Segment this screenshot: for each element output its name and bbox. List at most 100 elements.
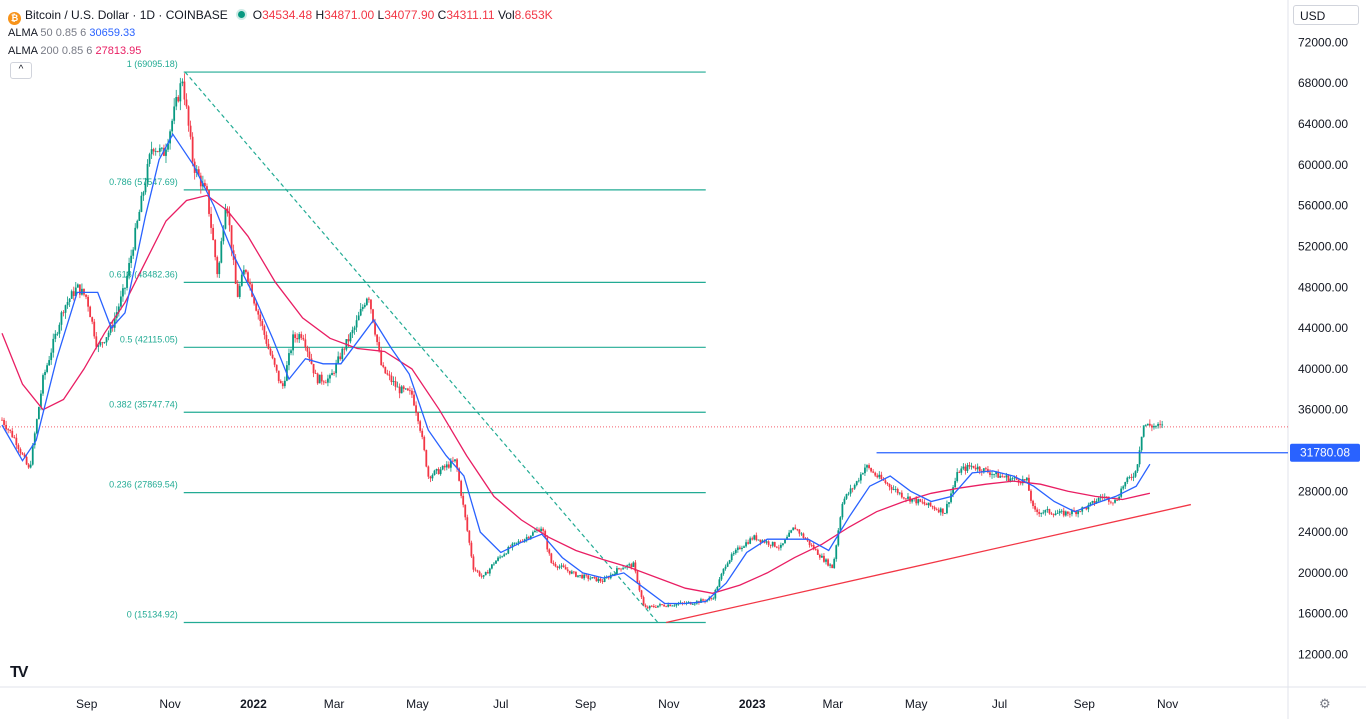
candle-body xyxy=(433,470,436,476)
candle-body xyxy=(849,488,852,494)
candle-body xyxy=(978,466,981,471)
candle-body xyxy=(423,436,426,451)
candle-body xyxy=(42,375,44,394)
alma50-legend[interactable]: ALMA 50 0.85 6 30659.33 xyxy=(8,26,135,40)
symbol-legend[interactable]: ₿ Bitcoin / U.S. Dollar · 1D · COINBASE O3… xyxy=(8,8,553,25)
candle-body xyxy=(931,506,934,508)
candle-body xyxy=(189,125,192,137)
candle-body xyxy=(534,530,536,533)
candle-body xyxy=(941,508,944,514)
candle-body xyxy=(490,564,493,569)
settings-icon[interactable]: ⚙ xyxy=(1319,696,1331,711)
candle-body xyxy=(454,459,456,462)
candle-body xyxy=(745,542,747,547)
candle-body xyxy=(515,542,518,544)
candle-body xyxy=(359,309,362,316)
candle-body xyxy=(970,465,973,467)
candle-body xyxy=(759,539,762,543)
candle-body xyxy=(888,483,891,488)
y-tick-label: 28000.00 xyxy=(1298,484,1348,498)
candle-body xyxy=(911,498,913,502)
candle-body xyxy=(675,604,678,606)
candle-body xyxy=(1151,425,1153,428)
candle-body xyxy=(238,285,241,297)
currency-select[interactable]: USD xyxy=(1293,5,1359,25)
candle-body xyxy=(128,263,130,276)
candle-body xyxy=(378,341,381,351)
volume-label: Vol xyxy=(497,8,515,22)
y-tick-label: 68000.00 xyxy=(1298,76,1348,90)
x-tick-label: Jul xyxy=(992,697,1007,711)
candle-body xyxy=(872,471,875,473)
candle-body xyxy=(939,508,942,513)
candle-body xyxy=(208,190,210,214)
candle-body xyxy=(722,568,725,574)
candle-body xyxy=(411,390,413,395)
candle-body xyxy=(558,566,561,568)
candle-body xyxy=(97,345,100,347)
candle-body xyxy=(361,306,364,310)
candle-body xyxy=(62,312,65,314)
candle-body xyxy=(273,358,276,365)
candle-body xyxy=(976,466,979,470)
candle-body xyxy=(148,154,151,164)
candle-body xyxy=(449,460,452,468)
candle-body xyxy=(579,574,581,576)
candle-body xyxy=(775,546,778,548)
candle-body xyxy=(659,604,661,606)
candle-body xyxy=(823,555,825,562)
candle-body xyxy=(347,339,350,342)
alma200-legend[interactable]: ALMA 200 0.85 6 27813.95 xyxy=(8,44,141,58)
candle-body xyxy=(312,363,315,374)
candle-body xyxy=(400,386,403,394)
candle-body xyxy=(46,365,48,372)
candle-body xyxy=(388,374,391,376)
candle-body xyxy=(1144,425,1147,427)
candle-body xyxy=(64,305,67,313)
candle-body xyxy=(263,325,266,335)
candle-body xyxy=(716,586,719,591)
candle-body xyxy=(216,257,219,275)
candle-body xyxy=(294,334,297,339)
candle-body xyxy=(497,557,499,561)
candle-body xyxy=(634,562,637,572)
candle-body xyxy=(76,284,79,288)
candle-body xyxy=(956,472,959,482)
candle-body xyxy=(37,407,40,420)
candle-body xyxy=(1011,478,1014,480)
candle-body xyxy=(1005,475,1008,478)
candle-body xyxy=(833,558,836,569)
candle-body xyxy=(693,603,696,605)
candle-body xyxy=(236,283,239,297)
candle-body xyxy=(933,507,936,510)
candle-body xyxy=(548,549,551,554)
candle-body xyxy=(421,430,424,437)
candle-body xyxy=(1032,500,1034,506)
candle-body xyxy=(19,449,22,454)
collapse-legend-button[interactable]: ^ xyxy=(10,62,32,79)
candle-body xyxy=(132,249,135,256)
candle-body xyxy=(382,365,385,367)
candle-body xyxy=(782,543,784,545)
candle-body xyxy=(568,570,571,574)
alma50-line xyxy=(1,132,1151,605)
candle-body xyxy=(210,213,212,228)
candle-body xyxy=(493,563,495,565)
candle-body xyxy=(337,356,340,363)
candle-body xyxy=(984,468,987,470)
candle-body xyxy=(456,459,458,469)
candle-body xyxy=(441,465,444,470)
candle-body xyxy=(341,348,344,360)
x-tick-label: Sep xyxy=(575,697,597,711)
candle-body xyxy=(878,474,881,478)
candle-body xyxy=(413,394,415,406)
candle-body xyxy=(242,269,245,275)
candle-body xyxy=(648,605,651,609)
y-tick-label: 16000.00 xyxy=(1298,607,1348,621)
candle-body xyxy=(140,195,143,212)
candle-body xyxy=(185,99,188,107)
y-tick-label: 20000.00 xyxy=(1298,566,1348,580)
candle-body xyxy=(17,445,20,450)
candle-body xyxy=(857,480,860,482)
